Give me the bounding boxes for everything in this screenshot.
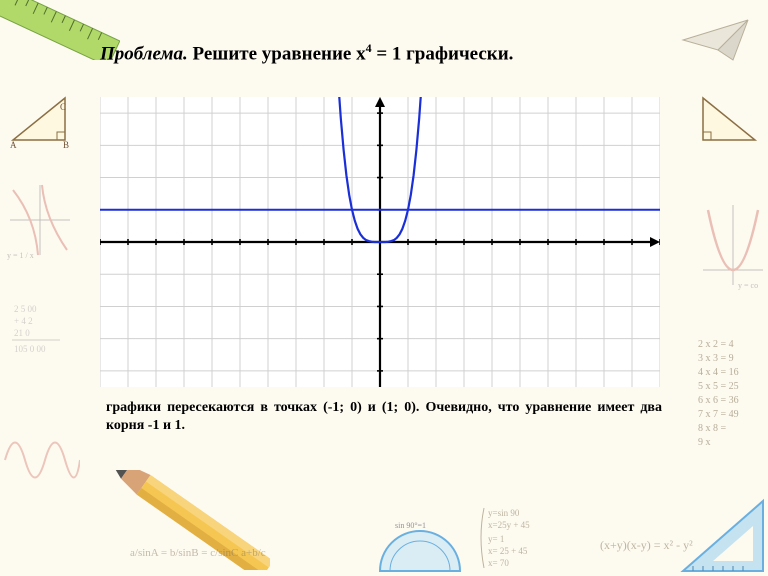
svg-text:8 x 8 =: 8 x 8 = xyxy=(698,423,727,434)
problem-title: Проблема. Решите уравнение x4 = 1 графич… xyxy=(100,40,668,67)
chart xyxy=(100,97,660,387)
svg-text:2 5 00: 2 5 00 xyxy=(14,304,37,314)
set-square-icon xyxy=(678,496,768,576)
triangle-left-icon: C A B xyxy=(5,90,75,150)
protractor-icon: sin 90°=1 xyxy=(370,516,470,576)
svg-text:4 x 4 = 16: 4 x 4 = 16 xyxy=(698,367,739,378)
caption: графики пересекаются в точках (-1; 0) и … xyxy=(100,399,668,435)
svg-text:x= 70: x= 70 xyxy=(488,558,509,568)
curve-right-icon: y = co xyxy=(698,200,768,290)
svg-text:y = co: y = co xyxy=(738,281,758,290)
svg-text:y=sin 90: y=sin 90 xyxy=(488,508,520,518)
identity-icon: (x+y)(x-y) = x² - y² xyxy=(600,531,720,561)
svg-text:B: B xyxy=(63,140,69,150)
svg-text:+ 4 2: + 4 2 xyxy=(14,316,33,326)
equations-icon: y=sin 90 x=25y + 45 y= 1 x= 25 + 45 x= 7… xyxy=(480,504,600,574)
svg-text:3 x 3 = 9: 3 x 3 = 9 xyxy=(698,353,734,364)
svg-text:(x+y)(x-y) = x² - y²: (x+y)(x-y) = x² - y² xyxy=(600,538,693,552)
svg-text:21 0: 21 0 xyxy=(14,328,30,338)
svg-text:9 x: 9 x xyxy=(698,437,711,448)
svg-text:5 x 5 = 25: 5 x 5 = 25 xyxy=(698,381,739,392)
svg-text:2 x 2 = 4: 2 x 2 = 4 xyxy=(698,339,734,350)
svg-text:7 x 7 = 49: 7 x 7 = 49 xyxy=(698,409,739,420)
times-table-icon: 2 x 2 = 4 3 x 3 = 9 4 x 4 = 16 5 x 5 = 2… xyxy=(696,335,766,455)
curve-left-icon: y = 1 / x xyxy=(5,180,75,260)
svg-text:6 x 6 = 36: 6 x 6 = 36 xyxy=(698,395,739,406)
svg-text:sin 90°=1: sin 90°=1 xyxy=(395,521,426,530)
svg-text:a/sinA = b/sinB = c/sinC a+b: a/sinA = b/sinB = c/sinC a+b/c xyxy=(130,547,266,559)
sin-formula-icon: a/sinA = b/sinB = c/sinC a+b/c xyxy=(130,531,330,571)
pencil-icon xyxy=(90,470,270,570)
svg-text:y = 1 / x: y = 1 / x xyxy=(7,251,34,260)
problem-text-2: = 1 графически. xyxy=(372,43,514,64)
paper-plane-icon xyxy=(678,10,758,70)
svg-text:105 0 00: 105 0 00 xyxy=(14,344,46,354)
svg-text:A: A xyxy=(10,140,17,150)
zigzag-icon xyxy=(0,420,80,500)
chart-svg xyxy=(100,97,660,387)
svg-text:y= 1: y= 1 xyxy=(488,534,504,544)
faded-math-left-icon: 2 5 00 + 4 2 21 0 105 0 00 xyxy=(10,300,90,380)
problem-lead: Проблема. xyxy=(100,43,188,64)
triangle-right-icon xyxy=(693,90,763,150)
slide-content: Проблема. Решите уравнение x4 = 1 графич… xyxy=(100,40,668,435)
svg-text:x= 25 + 45: x= 25 + 45 xyxy=(488,546,528,556)
svg-text:x=25y + 45: x=25y + 45 xyxy=(488,520,530,530)
problem-text-1: Решите уравнение x xyxy=(188,43,366,64)
svg-text:C: C xyxy=(60,102,66,112)
